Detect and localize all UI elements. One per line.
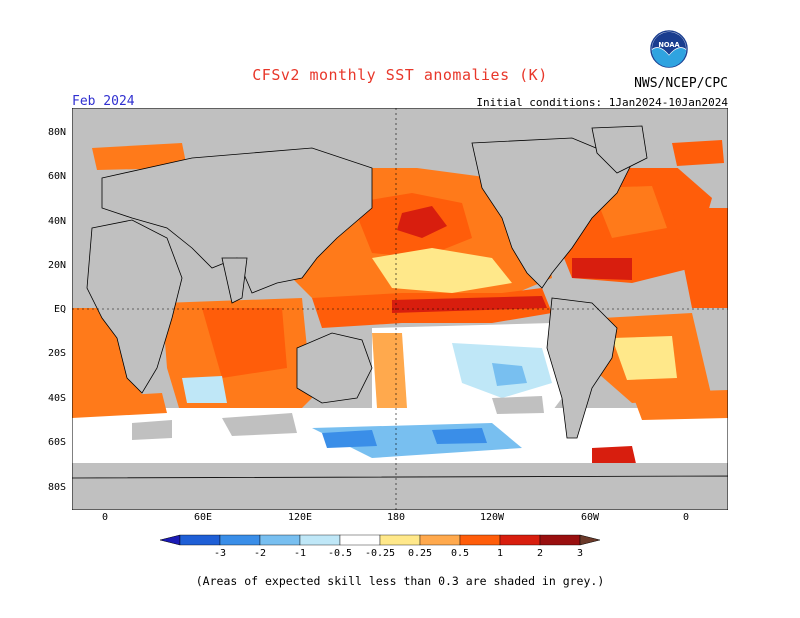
colorbar-tick-label: 0.25 [407,548,433,559]
lon-label: 120E [287,512,313,523]
lat-label: 20S [47,348,66,359]
lon-label: 0 [101,512,109,523]
colorbar-segment [179,534,221,546]
colorbar-max-arrow [579,534,601,546]
colorbar-segment [299,534,341,546]
colorbar-segment [219,534,261,546]
south-america-outline [546,297,618,439]
colorbar-tick-label: 0.5 [450,548,470,559]
africa-outline [86,219,183,394]
colorbar-segment [259,534,301,546]
lat-label: EQ [53,304,66,315]
lon-label: 60W [580,512,600,523]
colorbar-tick-label: -3 [213,548,227,559]
colorbar-tick-label: -0.25 [364,548,396,559]
colorbar-tick-label: 1 [496,548,504,559]
lat-label: 60N [47,171,66,182]
colorbar-tick-label: -0.5 [327,548,353,559]
map-grid-lines [72,108,728,510]
lat-label: 80S [47,482,66,493]
lat-label: 20N [47,260,66,271]
eurasia-outline [101,147,373,294]
chart-title: CFSv2 monthly SST anomalies (K) [252,66,548,84]
lon-label: 0 [682,512,690,523]
colorbar-segment [539,534,581,546]
footnote: (Areas of expected skill less than 0.3 a… [195,574,605,588]
lat-label: 40S [47,393,66,404]
ocean-anomaly-field [72,128,728,470]
initial-conditions: Initial conditions: 1Jan2024-10Jan2024 [476,96,728,109]
noaa-logo-text: NOAA [658,41,680,49]
colorbar [160,534,601,546]
sst-anomaly-map [72,108,728,510]
forecast-month: Feb 2024 [72,94,135,109]
lat-label: 80N [47,127,66,138]
colorbar-segment [499,534,541,546]
noaa-logo-icon: NOAA [650,30,688,68]
colorbar-tick-label: -1 [293,548,307,559]
lon-label: 180 [386,512,406,523]
colorbar-tick-label: -2 [253,548,267,559]
lon-label: 60E [193,512,213,523]
continents [72,125,728,510]
organization-label: NWS/NCEP/CPC [634,76,728,91]
colorbar-min-arrow [160,534,181,546]
colorbar-segment [339,534,381,546]
lon-label: 120W [479,512,505,523]
antarctica-outline [72,475,728,510]
australia-outline [296,332,373,404]
colorbar-tick-label: 3 [576,548,584,559]
colorbar-tick-label: 2 [536,548,544,559]
lat-label: 60S [47,437,66,448]
lat-label: 40N [47,216,66,227]
colorbar-segment [419,534,461,546]
colorbar-segment [379,534,421,546]
colorbar-segment [459,534,501,546]
